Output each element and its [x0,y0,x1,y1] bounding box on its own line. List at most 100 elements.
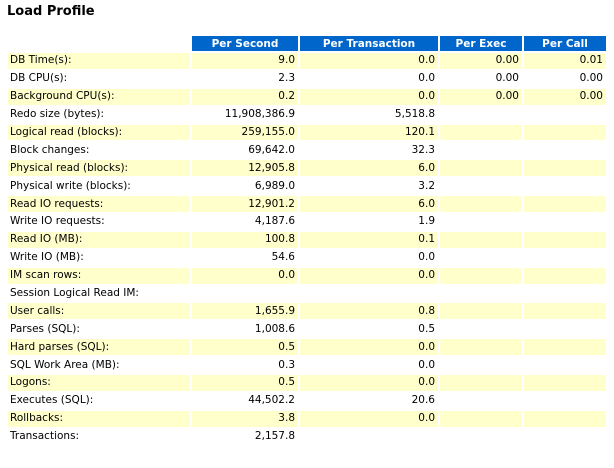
row-label: Hard parses (SQL): [8,339,190,356]
cell-per-call [524,285,606,302]
cell-per-call [524,178,606,195]
cell-per-exec [440,160,522,177]
cell-per-second: 2,157.8 [192,428,298,445]
cell-per-second: 2.3 [192,70,298,87]
cell-per-exec [440,392,522,409]
row-label: SQL Work Area (MB): [8,357,190,374]
column-header-per-exec: Per Exec [440,36,522,51]
row-label: DB Time(s): [8,53,190,69]
cell-per-call [524,375,606,391]
table-row: Transactions: 2,157.8 [8,428,606,445]
table-row: Hard parses (SQL): 0.5 0.0 [8,339,606,356]
row-label: Read IO (MB): [8,231,190,248]
cell-per-call [524,321,606,338]
table-row: Read IO requests: 12,901.2 6.0 [8,196,606,213]
cell-per-exec [440,267,522,284]
table-row: IM scan rows: 0.0 0.0 [8,267,606,284]
cell-per-call [524,231,606,248]
column-header-per-transaction: Per Transaction [300,36,438,51]
cell-per-exec: 0.00 [440,70,522,87]
cell-per-exec [440,178,522,195]
cell-per-call [524,196,606,213]
row-label: Block changes: [8,142,190,159]
cell-per-second: 9.0 [192,53,298,69]
cell-per-second: 259,155.0 [192,124,298,141]
cell-per-second: 12,901.2 [192,196,298,213]
column-header-per-second: Per Second [192,36,298,51]
table-row: Physical read (blocks): 12,905.8 6.0 [8,160,606,177]
cell-per-second: 0.5 [192,375,298,391]
cell-per-transaction: 0.1 [300,231,438,248]
cell-per-transaction: 0.0 [300,410,438,427]
row-label: IM scan rows: [8,267,190,284]
cell-per-exec [440,142,522,159]
cell-per-transaction: 20.6 [300,392,438,409]
cell-per-exec [440,214,522,230]
cell-per-transaction: 0.0 [300,53,438,69]
cell-per-call [524,339,606,356]
cell-per-call: 0.00 [524,70,606,87]
row-label: Background CPU(s): [8,88,190,105]
cell-per-second: 69,642.0 [192,142,298,159]
table-header-row: Per Second Per Transaction Per Exec Per … [8,36,606,51]
row-label: Parses (SQL): [8,321,190,338]
load-profile-table: Per Second Per Transaction Per Exec Per … [6,34,608,447]
cell-per-exec [440,285,522,302]
table-row: DB Time(s): 9.0 0.0 0.00 0.01 [8,53,606,69]
row-label: Write IO (MB): [8,249,190,266]
row-label: User calls: [8,303,190,320]
page-title: Load Profile [7,4,95,19]
cell-per-transaction: 0.8 [300,303,438,320]
cell-per-second: 1,008.6 [192,321,298,338]
cell-per-exec: 0.00 [440,88,522,105]
cell-per-exec [440,249,522,266]
cell-per-exec: 0.00 [440,53,522,69]
table-row: Read IO (MB): 100.8 0.1 [8,231,606,248]
table-row: Block changes: 69,642.0 32.3 [8,142,606,159]
cell-per-second: 0.2 [192,88,298,105]
table-row: DB CPU(s): 2.3 0.0 0.00 0.00 [8,70,606,87]
table-row: Logical read (blocks): 259,155.0 120.1 [8,124,606,141]
cell-per-call [524,303,606,320]
cell-per-exec [440,231,522,248]
table-row: Session Logical Read IM: [8,285,606,302]
cell-per-transaction: 6.0 [300,160,438,177]
row-label: Physical read (blocks): [8,160,190,177]
cell-per-call [524,410,606,427]
row-label: Session Logical Read IM: [8,285,190,302]
table-row: Rollbacks: 3.8 0.0 [8,410,606,427]
table-row: User calls: 1,655.9 0.8 [8,303,606,320]
cell-per-transaction: 0.0 [300,357,438,374]
row-label-column-header [8,36,190,51]
row-label: Write IO requests: [8,214,190,230]
cell-per-call [524,267,606,284]
cell-per-transaction: 0.0 [300,375,438,391]
table-row: Redo size (bytes): 11,908,386.9 5,518.8 [8,106,606,123]
cell-per-second: 0.5 [192,339,298,356]
cell-per-transaction: 120.1 [300,124,438,141]
table-body: DB Time(s): 9.0 0.0 0.00 0.01 DB CPU(s): 2.3 0.… [8,53,606,445]
cell-per-call [524,124,606,141]
table-row: Parses (SQL): 1,008.6 0.5 [8,321,606,338]
cell-per-second: 12,905.8 [192,160,298,177]
cell-per-transaction [300,285,438,302]
cell-per-transaction [300,428,438,445]
cell-per-exec [440,106,522,123]
cell-per-second: 0.3 [192,357,298,374]
cell-per-second: 1,655.9 [192,303,298,320]
cell-per-transaction: 1.9 [300,214,438,230]
cell-per-second: 11,908,386.9 [192,106,298,123]
cell-per-call: 0.00 [524,88,606,105]
cell-per-transaction: 0.0 [300,70,438,87]
cell-per-transaction: 0.0 [300,267,438,284]
cell-per-call [524,214,606,230]
cell-per-call [524,106,606,123]
cell-per-transaction: 0.0 [300,249,438,266]
row-label: Logons: [8,375,190,391]
cell-per-transaction: 6.0 [300,196,438,213]
cell-per-second: 6,989.0 [192,178,298,195]
table-row: Physical write (blocks): 6,989.0 3.2 [8,178,606,195]
table-row: Logons: 0.5 0.0 [8,375,606,391]
cell-per-call [524,160,606,177]
cell-per-second [192,285,298,302]
